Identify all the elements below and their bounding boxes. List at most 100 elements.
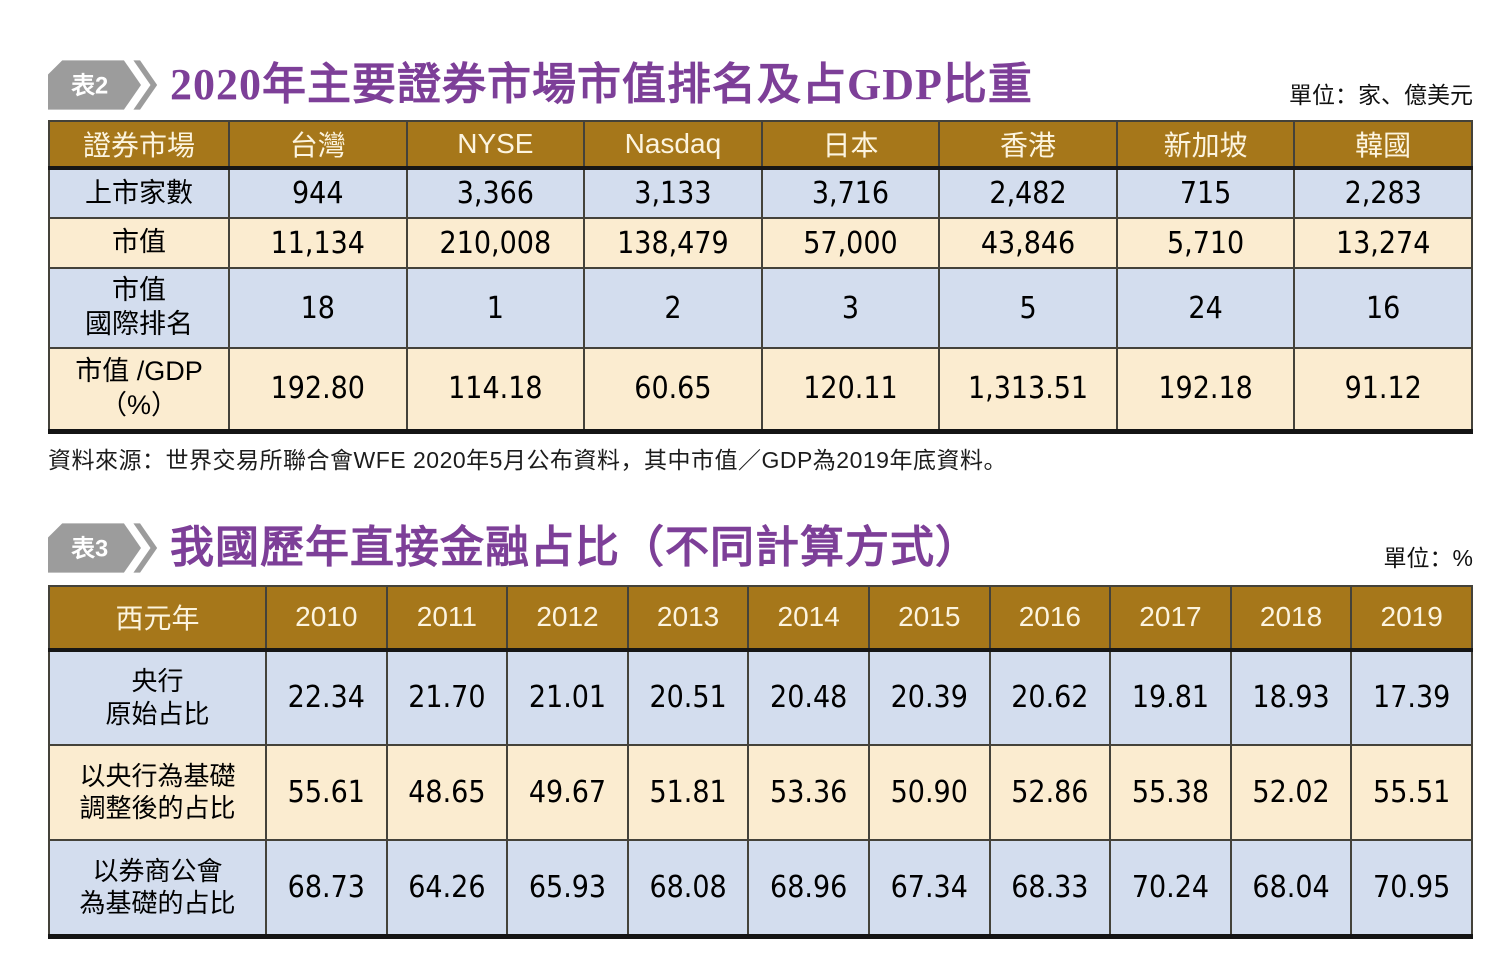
row-label: 上市家數 — [48, 167, 230, 219]
table-row: 央行 原始占比 22.34 21.70 21.01 20.51 20.48 20.39 20.6… — [48, 648, 1473, 746]
column-header: 台灣 — [228, 120, 408, 170]
table-cell: 43,846 — [938, 217, 1118, 269]
table-cell: 57,000 — [760, 217, 941, 269]
table-cell: 3,716 — [760, 167, 941, 219]
table-cell: 49.67 — [506, 743, 629, 841]
table2: 證券市場 台灣 NYSE Nasdaq 日本 香港 新加坡 韓國 上市家數 944 3,366 3,1… — [48, 120, 1473, 434]
table-cell: 21.01 — [506, 648, 629, 746]
table-cell: 67.34 — [867, 838, 991, 939]
table-cell: 70.24 — [1109, 838, 1232, 939]
table-row: 以央行為基礎 調整後的占比 55.61 48.65 49.67 51.81 53.36 50.… — [48, 743, 1473, 841]
table-cell: 55.38 — [1109, 743, 1232, 841]
header-row: 證券市場 台灣 NYSE Nasdaq 日本 香港 新加坡 韓國 — [48, 120, 1473, 170]
column-header: Nasdaq — [583, 120, 763, 170]
table-cell: 210,008 — [405, 217, 586, 269]
table-cell: 51.81 — [626, 743, 750, 841]
table-row: 市值 11,134 210,008 138,479 57,000 43,846 5,710 1… — [48, 217, 1473, 269]
table-row: 以券商公會 為基礎的占比 68.73 64.26 65.93 68.08 68.96 67.3… — [48, 838, 1473, 939]
table-cell: 50.90 — [867, 743, 991, 841]
table3-badge-arrow-icon: 表3 — [48, 522, 158, 573]
table-cell: 68.96 — [747, 838, 870, 939]
table-cell: 18.93 — [1229, 648, 1353, 746]
column-header: 2010 — [265, 584, 388, 652]
table-cell: 68.73 — [265, 838, 388, 939]
row-label: 以券商公會 為基礎的占比 — [48, 838, 267, 939]
table-cell: 24 — [1115, 267, 1296, 349]
table-cell: 20.39 — [867, 648, 991, 746]
column-header: 2012 — [506, 584, 629, 652]
table-cell: 1 — [405, 267, 586, 349]
table3-title-row: 表3 我國歷年直接金融占比（不同計算方式） 單位：% — [48, 521, 1473, 575]
table-cell: 2 — [583, 267, 763, 349]
table-cell: 138,479 — [583, 217, 763, 269]
table-cell: 68.08 — [626, 838, 750, 939]
table-cell: 64.26 — [385, 838, 509, 939]
table2-badge-label: 表2 — [71, 73, 108, 100]
column-header: 2014 — [747, 584, 870, 652]
table-cell: 20.51 — [626, 648, 750, 746]
row-label: 以央行為基礎 調整後的占比 — [48, 743, 267, 841]
column-header: 2011 — [385, 584, 509, 652]
table-cell: 52.86 — [988, 743, 1112, 841]
column-header: 2019 — [1350, 584, 1473, 652]
table-cell: 53.36 — [747, 743, 870, 841]
table-cell: 55.51 — [1350, 743, 1473, 841]
table-cell: 114.18 — [405, 347, 586, 434]
header-row: 西元年 2010 2011 2012 2013 2014 2015 2016 2017 2018 2… — [48, 584, 1473, 652]
table-cell: 3 — [760, 267, 941, 349]
table3-title: 我國歷年直接金融占比（不同計算方式） — [170, 522, 980, 572]
table2-unit-label: 單位：家、億美元 — [1289, 82, 1473, 108]
row-label: 市值 — [48, 217, 230, 269]
table-cell: 2,283 — [1293, 167, 1473, 219]
table-cell: 16 — [1293, 267, 1473, 349]
column-header: 2013 — [626, 584, 750, 652]
column-header: 2017 — [1109, 584, 1232, 652]
table-cell: 20.48 — [747, 648, 870, 746]
table2-source-note: 資料來源：世界交易所聯合會WFE 2020年5月公布資料，其中市值／GDP為20… — [48, 446, 1007, 473]
table2-badge-arrow-icon: 表2 — [48, 60, 158, 110]
table-cell: 19.81 — [1109, 648, 1232, 746]
table-cell: 68.33 — [988, 838, 1112, 939]
table-row: 市值 /GDP （%） 192.80 114.18 60.65 120.11 1,313.5… — [48, 347, 1473, 434]
table3-badge-label: 表3 — [71, 535, 108, 562]
table-cell: 1,313.51 — [938, 347, 1118, 434]
table-cell: 13,274 — [1293, 217, 1473, 269]
table-cell: 20.62 — [988, 648, 1112, 746]
table-cell: 70.95 — [1350, 838, 1473, 939]
table-cell: 48.65 — [385, 743, 509, 841]
table-cell: 22.34 — [265, 648, 388, 746]
table-row: 上市家數 944 3,366 3,133 3,716 2,482 715 2,283 — [48, 167, 1473, 219]
table-cell: 944 — [228, 167, 408, 219]
table-cell: 11,134 — [228, 217, 408, 269]
row-label: 央行 原始占比 — [48, 648, 267, 746]
column-header: NYSE — [405, 120, 586, 170]
table-cell: 5 — [938, 267, 1118, 349]
column-header: 2016 — [988, 584, 1112, 652]
table3-unit-label: 單位：% — [1383, 544, 1473, 571]
table-cell: 52.02 — [1229, 743, 1353, 841]
table-cell: 2,482 — [938, 167, 1118, 219]
column-header: 香港 — [938, 120, 1118, 170]
table-cell: 715 — [1115, 167, 1296, 219]
column-header: 2015 — [867, 584, 991, 652]
table-cell: 3,133 — [583, 167, 763, 219]
table-cell: 68.04 — [1229, 838, 1353, 939]
table-cell: 5,710 — [1115, 217, 1296, 269]
column-header: 2018 — [1229, 584, 1353, 652]
table2-title: 2020年主要證券市場市值排名及占GDP比重 — [170, 60, 1033, 109]
table-cell: 65.93 — [506, 838, 629, 939]
table-cell: 91.12 — [1293, 347, 1473, 434]
column-header: 西元年 — [48, 584, 267, 652]
table-cell: 120.11 — [760, 347, 941, 434]
table-cell: 192.80 — [228, 347, 408, 434]
table2-title-row: 表2 2020年主要證券市場市值排名及占GDP比重 單位：家、億美元 — [48, 58, 1473, 112]
column-header: 新加坡 — [1115, 120, 1296, 170]
row-label: 市值 /GDP （%） — [48, 347, 230, 434]
column-header: 日本 — [760, 120, 941, 170]
column-header: 韓國 — [1293, 120, 1473, 170]
column-header: 證券市場 — [48, 120, 230, 170]
table-cell: 3,366 — [405, 167, 586, 219]
table-row: 市值 國際排名 18 1 2 3 5 24 16 — [48, 267, 1473, 349]
table-cell: 17.39 — [1350, 648, 1473, 746]
table-cell: 55.61 — [265, 743, 388, 841]
